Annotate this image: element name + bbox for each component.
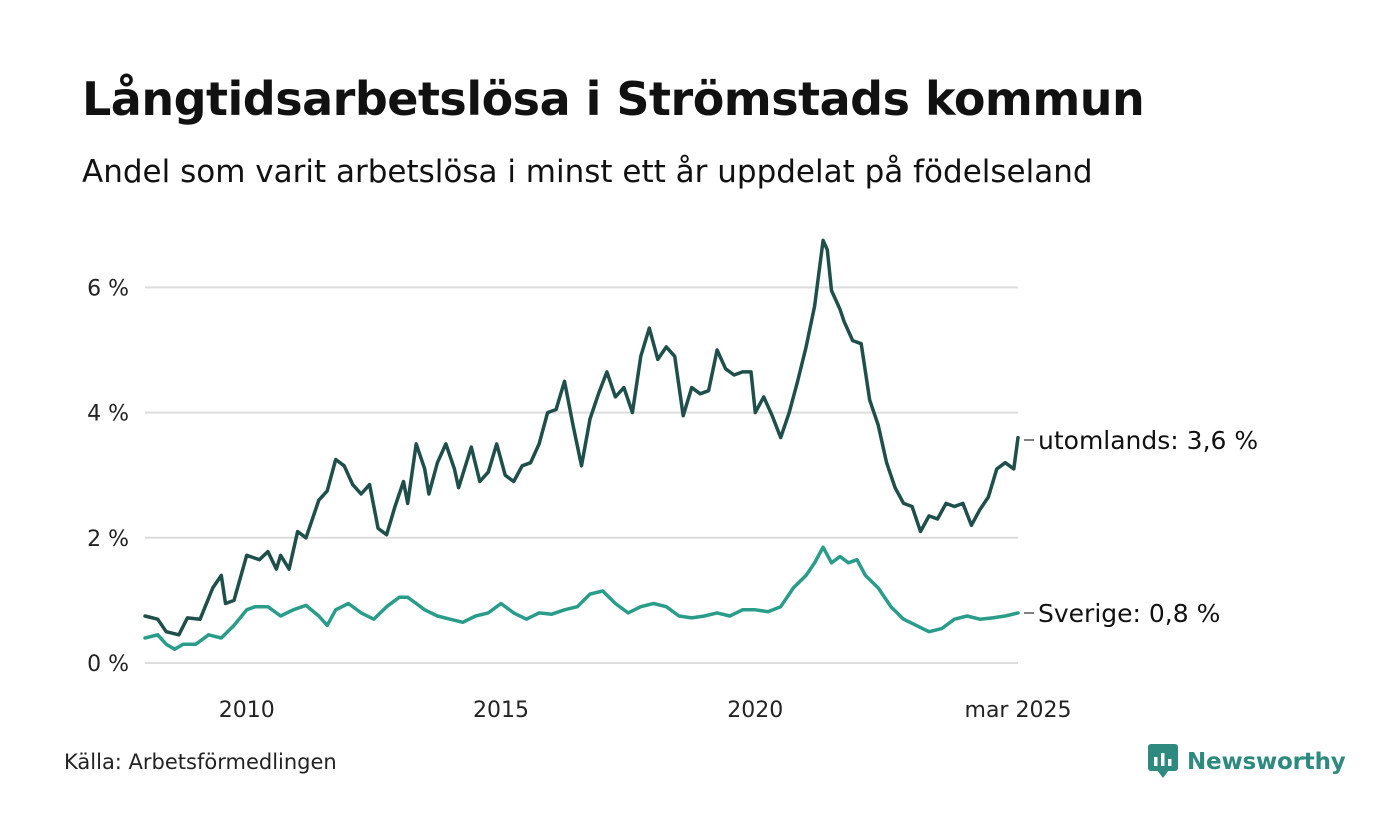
x-tick-label: 2020 <box>727 698 783 723</box>
y-tick-label: 2 % <box>87 527 129 552</box>
end-label-sverige: Sverige: 0,8 % <box>1038 599 1220 628</box>
end-label-utomlands: utomlands: 3,6 % <box>1038 426 1258 455</box>
series-line-sverige <box>143 545 1020 651</box>
newsworthy-logo: Newsworthy <box>1148 744 1346 780</box>
brand-name: Newsworthy <box>1187 749 1346 775</box>
y-tick-label: 4 % <box>87 402 129 427</box>
chart-title: Långtidsarbetslösa i Strömstads kommun <box>82 72 1145 126</box>
source-note: Källa: Arbetsförmedlingen <box>64 750 337 774</box>
x-tick-label: mar 2025 <box>965 698 1072 723</box>
y-tick-label: 6 % <box>87 276 129 301</box>
y-tick-label: 0 % <box>87 652 129 677</box>
x-tick-label: 2010 <box>219 698 275 723</box>
chart-bubble-icon <box>1148 744 1178 778</box>
x-tick-label: 2015 <box>473 698 529 723</box>
series-line-utomlands <box>143 238 1020 637</box>
chart-subtitle: Andel som varit arbetslösa i minst ett å… <box>82 154 1093 190</box>
